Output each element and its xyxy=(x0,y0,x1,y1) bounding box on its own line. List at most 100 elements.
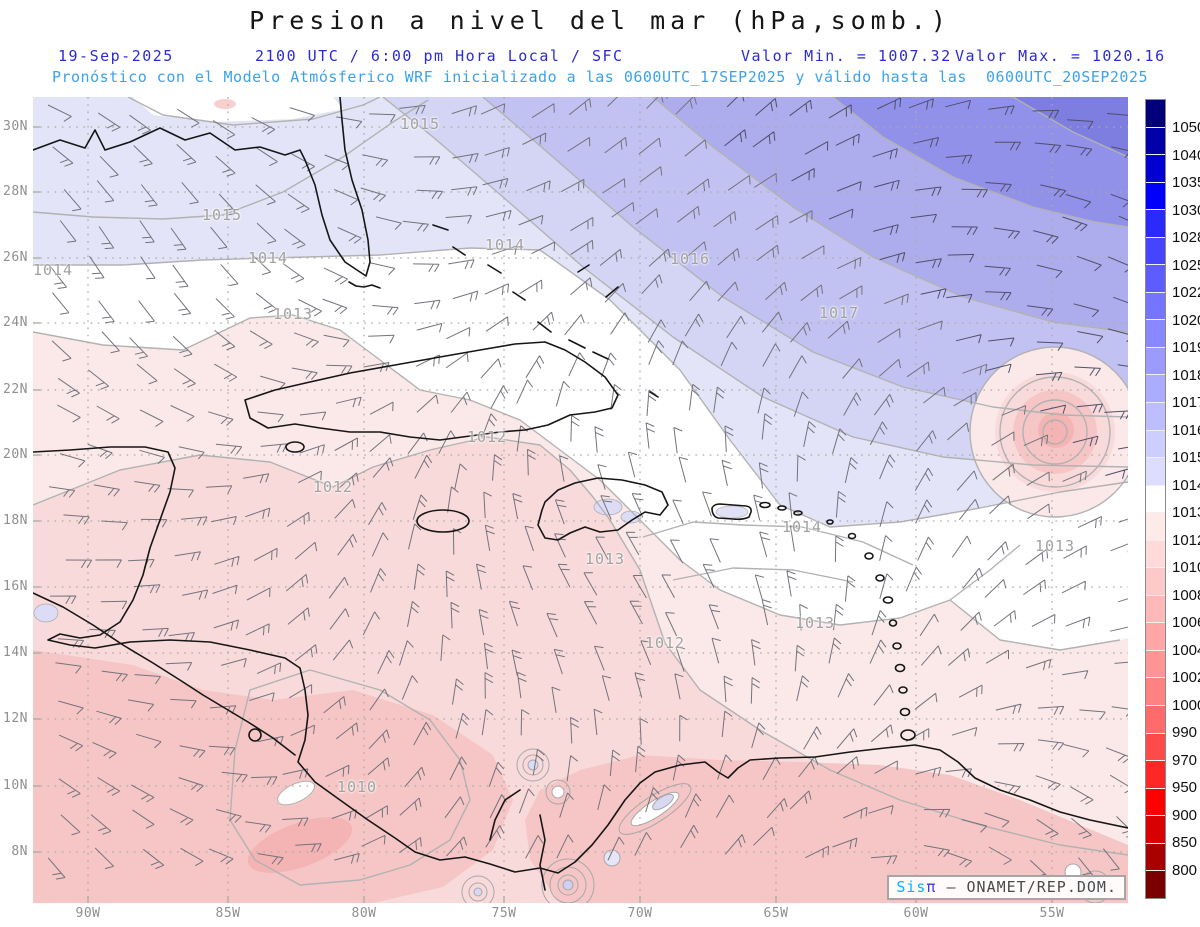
model-info-line: Pronóstico con el Modelo Atmósferico WRF… xyxy=(51,68,1149,86)
lon-tick-label: 80W xyxy=(351,906,377,921)
run-date: 19-Sep-2025 xyxy=(58,47,174,65)
colorbar-tick-label: 1028 xyxy=(1172,229,1200,247)
colorbar-segment xyxy=(1146,155,1165,183)
colorbar-segment xyxy=(1146,237,1165,266)
lat-tick-label: 12N xyxy=(3,711,28,726)
colorbar-segment xyxy=(1146,623,1165,651)
colorbar-segment xyxy=(1146,347,1165,376)
colorbar-tick-label: 1010 xyxy=(1172,559,1200,577)
colorbar-tick-label: 1017 xyxy=(1172,394,1200,412)
colorbar-tick-label: 1006 xyxy=(1172,614,1200,632)
lon-tick-label: 70W xyxy=(627,906,653,921)
colorbar-segment xyxy=(1146,513,1165,541)
lon-tick-label: 55W xyxy=(1039,906,1065,921)
lat-tick-label: 30N xyxy=(3,119,28,134)
colorbar-segment xyxy=(1146,733,1165,762)
contour-label: 1012 xyxy=(312,478,354,496)
coastlines xyxy=(33,97,1128,891)
contour-label: 1017 xyxy=(818,304,860,322)
colorbar-segment xyxy=(1146,320,1165,348)
contour-label: 1012 xyxy=(644,634,686,652)
wind-barbs xyxy=(47,97,1128,882)
colorbar-segment xyxy=(1146,650,1165,679)
lat-tick-label: 16N xyxy=(3,579,28,594)
colorbar-tick-label: 800 xyxy=(1172,861,1198,879)
colorbar-segment xyxy=(1146,788,1165,817)
colorbar-segment xyxy=(1146,292,1165,321)
colorbar-segment xyxy=(1146,706,1165,734)
colorbar-segment xyxy=(1146,403,1165,431)
valid-time: 2100 UTC / 6:00 pm Hora Local / SFC xyxy=(255,47,624,65)
colorbar-tick-label: 850 xyxy=(1172,834,1198,852)
max-value-label: Valor Max. = 1020.16 xyxy=(955,47,1166,65)
colorbar-segment xyxy=(1146,485,1165,514)
colorbar-tick-label: 1014 xyxy=(1172,476,1200,494)
latlon-grid xyxy=(33,97,1128,903)
lat-tick-label: 26N xyxy=(3,250,28,265)
colorbar-segment xyxy=(1146,127,1165,156)
colorbar-tick-label: 1016 xyxy=(1172,421,1200,439)
colorbar-segment xyxy=(1146,871,1165,898)
brand-pi-symbol: π xyxy=(926,878,937,896)
lat-tick-label: 28N xyxy=(3,184,28,199)
colorbar-tick-label: 1002 xyxy=(1172,669,1200,687)
colorbar-segment xyxy=(1146,678,1165,707)
contour-label: 1015 xyxy=(201,206,243,224)
colorbar-segment xyxy=(1146,430,1165,459)
colorbar-segment xyxy=(1146,265,1165,293)
credit-org: – ONAMET/REP.DOM. xyxy=(936,878,1117,896)
colorbar-tick-label: 1050 xyxy=(1172,119,1200,137)
colorbar-tick-label: 1004 xyxy=(1172,641,1200,659)
colorbar-tick-label: 900 xyxy=(1172,806,1198,824)
contour-label: 1012 xyxy=(466,428,508,446)
colorbar-segment xyxy=(1146,761,1165,789)
colorbar-tick-label: 1025 xyxy=(1172,256,1200,274)
colorbar-segment xyxy=(1146,540,1165,569)
min-value-label: Valor Min. = 1007.32 xyxy=(741,47,952,65)
colorbar-segment xyxy=(1146,816,1165,844)
colorbar-segment xyxy=(1146,595,1165,624)
colorbar-tick-label: 1008 xyxy=(1172,586,1200,604)
lat-tick-label: 8N xyxy=(11,844,28,859)
colorbar-tick-label: 1013 xyxy=(1172,504,1200,522)
colorbar-segment xyxy=(1146,100,1165,128)
contour-label: 1014 xyxy=(781,518,823,536)
page-title: Presion a nivel del mar (hPa,somb.) xyxy=(249,6,951,35)
isobar-contours xyxy=(33,97,1128,886)
contour-label: 1016 xyxy=(669,250,711,268)
contour-label: 1013 xyxy=(794,614,836,632)
lat-tick-label: 24N xyxy=(3,315,28,330)
brand-sis: Sis xyxy=(896,878,927,896)
contour-label: 1014 xyxy=(484,236,526,254)
colorbar-tick-label: 1012 xyxy=(1172,531,1200,549)
lon-tick-label: 65W xyxy=(763,906,789,921)
credit-badge: Sisπ – ONAMET/REP.DOM. xyxy=(887,875,1126,900)
contour-label: 1014 xyxy=(32,261,74,279)
contour-label: 1014 xyxy=(247,249,289,267)
colorbar-tick-label: 1040 xyxy=(1172,146,1200,164)
colorbar-tick-label: 950 xyxy=(1172,779,1198,797)
colorbar-segment xyxy=(1146,843,1165,872)
colorbar-segment xyxy=(1146,568,1165,596)
colorbar-segment xyxy=(1146,210,1165,238)
colorbar-tick-label: 1020 xyxy=(1172,311,1200,329)
colorbar-tick-label: 1035 xyxy=(1172,174,1200,192)
pressure-field-plot xyxy=(33,97,1128,903)
lat-tick-label: 14N xyxy=(3,645,28,660)
colorbar-tick-label: 1019 xyxy=(1172,339,1200,357)
colorbar-segment xyxy=(1146,375,1165,404)
contour-label: 1010 xyxy=(336,778,378,796)
colorbar xyxy=(1145,99,1166,899)
colorbar-tick-label: 1022 xyxy=(1172,284,1200,302)
wind-barbs-dark xyxy=(724,97,1128,479)
contour-label: 1013 xyxy=(584,550,626,568)
lon-tick-label: 60W xyxy=(903,906,929,921)
colorbar-tick-label: 990 xyxy=(1172,724,1198,742)
map-area: 1015 1015 1014 1014 1014 1016 1017 1013 1012 1012… xyxy=(33,97,1128,903)
colorbar-tick-label: 1030 xyxy=(1172,201,1200,219)
colorbar-tick-label: 1015 xyxy=(1172,449,1200,467)
contour-label: 1013 xyxy=(272,305,314,323)
lon-tick-label: 90W xyxy=(75,906,101,921)
lat-tick-label: 18N xyxy=(3,513,28,528)
